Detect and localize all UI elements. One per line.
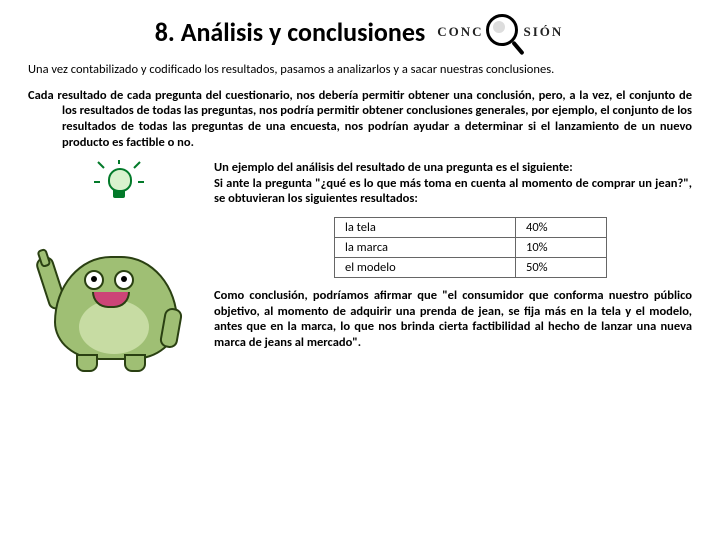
table-cell-label: la marca — [335, 238, 516, 258]
example-line-2: Si ante la pregunta "¿qué es lo que más … — [214, 176, 692, 207]
table-cell-pct: 10% — [516, 238, 607, 258]
paragraph-2: Cada resultado de cada pregunta del cues… — [28, 88, 692, 151]
example-column: Un ejemplo del análisis del resultado de… — [214, 160, 692, 370]
table-cell-label: el modelo — [335, 258, 516, 278]
paragraph-1-text: Una vez contabilizado y codificado los r… — [28, 62, 692, 78]
table-cell-label: la tela — [335, 218, 516, 238]
conclusion-paragraph: Como conclusión, podríamos afirmar que "… — [214, 288, 692, 351]
results-table: la tela 40% la marca 10% el modelo 50% — [334, 217, 607, 278]
slide-title: 8. Análisis y conclusiones — [155, 16, 426, 48]
table-row: la marca 10% — [335, 238, 607, 258]
monster-figure — [28, 160, 198, 370]
conclusion-logo: CONC SIÓN — [435, 12, 565, 52]
table-cell-pct: 40% — [516, 218, 607, 238]
example-line-1: Un ejemplo del análisis del resultado de… — [214, 160, 573, 175]
lightbulb-icon — [108, 168, 130, 198]
example-intro: Un ejemplo del análisis del resultado de… — [214, 160, 692, 207]
slide-header: 8. Análisis y conclusiones CONC SIÓN — [28, 12, 692, 52]
logo-text-right: SIÓN — [524, 24, 564, 40]
slide-root: 8. Análisis y conclusiones CONC SIÓN Una… — [0, 0, 720, 540]
paragraph-1: Una vez contabilizado y codificado los r… — [28, 62, 692, 78]
lower-row: Un ejemplo del análisis del resultado de… — [28, 160, 692, 370]
logo-text-left: CONC — [437, 24, 483, 40]
table-cell-pct: 50% — [516, 258, 607, 278]
paragraph-2-text: Cada resultado de cada pregunta del cues… — [28, 88, 692, 151]
table-row: el modelo 50% — [335, 258, 607, 278]
monster-icon — [36, 220, 190, 370]
magnifier-icon — [486, 14, 522, 50]
table-row: la tela 40% — [335, 218, 607, 238]
